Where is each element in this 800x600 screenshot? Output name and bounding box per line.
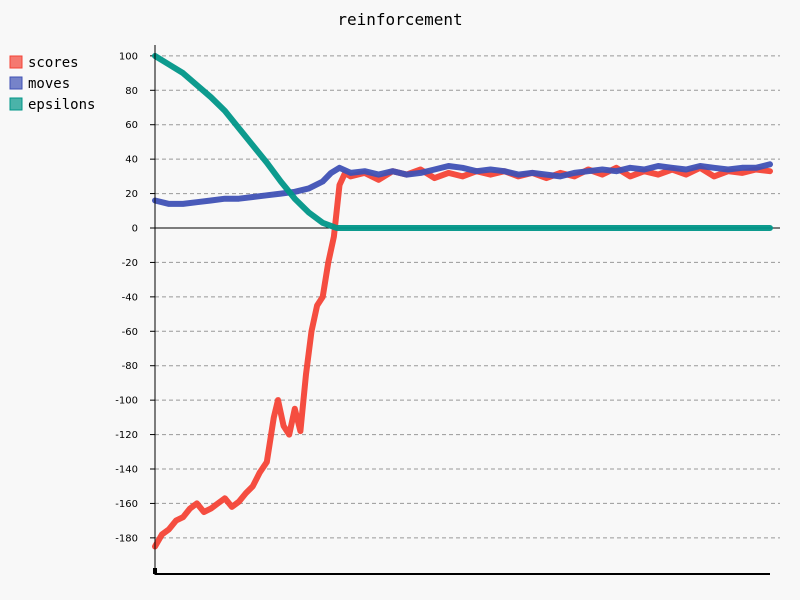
legend-swatch-epsilons <box>9 97 23 111</box>
y-tick-label: -180 <box>115 533 138 544</box>
y-tick-label: 20 <box>125 189 138 200</box>
legend-label-moves: moves <box>28 76 70 92</box>
legend-swatch-scores <box>9 55 23 69</box>
legend: scores moves epsilons <box>9 55 95 113</box>
series-line-epsilons <box>152 52 773 231</box>
x-axis-origin-mark <box>153 568 157 574</box>
y-tick-label: 40 <box>125 155 138 166</box>
y-tick-label: -80 <box>122 361 138 372</box>
legend-swatch-moves <box>9 76 23 90</box>
grid-lines <box>155 55 780 539</box>
legend-label-epsilons: epsilons <box>28 97 95 113</box>
y-tick-label: 100 <box>119 51 138 62</box>
y-tick-label: -40 <box>122 292 138 303</box>
y-tick-label: -140 <box>115 465 138 476</box>
legend-label-scores: scores <box>28 55 79 71</box>
y-tick-label: 60 <box>125 120 138 131</box>
y-tick-label: -60 <box>122 327 138 338</box>
y-tick-label: -120 <box>115 430 138 441</box>
y-tick-label: 80 <box>125 86 138 97</box>
y-tick-label: -160 <box>115 499 138 510</box>
y-axis-ticks: 100 80 60 40 20 0 -20 -40 -60 -80 -100 -120 -140 -160… <box>115 51 155 544</box>
y-tick-label: -100 <box>115 396 138 407</box>
series-layer <box>152 52 773 550</box>
series-line-scores <box>152 164 773 550</box>
chart-title: reinforcement <box>337 10 462 29</box>
series-line-moves <box>152 161 773 207</box>
y-tick-label: 0 <box>132 224 138 235</box>
y-tick-label: -20 <box>122 258 138 269</box>
